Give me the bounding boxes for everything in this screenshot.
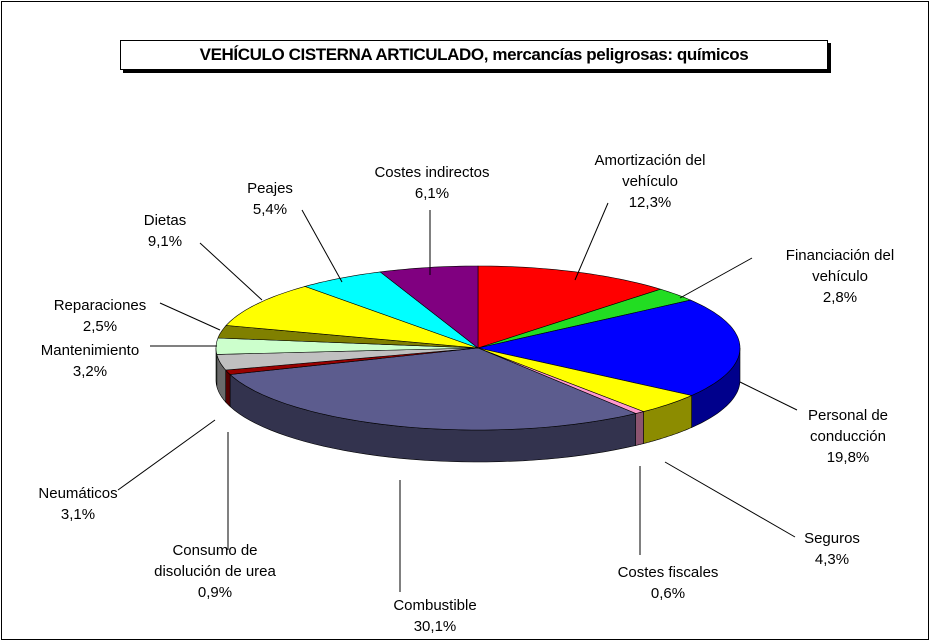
slice (477, 299, 741, 396)
data-label: Financiación del vehículo 2,8% (765, 245, 915, 308)
category-label: Costes fiscales (617, 564, 719, 581)
category-label: Mantenimiento (40, 342, 140, 359)
leader-line (199, 242, 263, 301)
data-label: Consumo de disolución de urea 0,9% (140, 540, 290, 603)
leader-line (117, 419, 216, 491)
value-label: 6,1% (414, 185, 450, 202)
category-label: Financiación del vehículo (785, 247, 895, 285)
leader-line (301, 209, 343, 283)
value-label: 4,3% (814, 551, 850, 568)
slice (379, 265, 479, 349)
data-label: Seguros 4,3% (792, 528, 872, 570)
category-label: Consumo de disolución de urea (154, 542, 276, 580)
category-label: Amortización del vehículo (594, 152, 706, 190)
leader-line (159, 302, 221, 331)
value-label: 30,1% (413, 618, 457, 635)
data-label: Neumáticos 3,1% (23, 483, 133, 525)
chart-title: VEHÍCULO CISTERNA ARTICULADO, mercancías… (120, 40, 828, 70)
category-label: Dietas (143, 212, 187, 229)
leader-line (664, 461, 796, 538)
data-label: Reparaciones 2,5% (40, 295, 160, 337)
slice-side (635, 411, 644, 446)
data-label: Peajes 5,4% (230, 178, 310, 220)
data-label: Amortización del vehículo 12,3% (575, 150, 725, 213)
data-label: Dietas 9,1% (125, 210, 205, 252)
value-label: 2,8% (822, 289, 858, 306)
slice (477, 265, 662, 349)
leader-line (574, 202, 609, 281)
data-label: Costes indirectos 6,1% (347, 162, 517, 204)
category-label: Peajes (247, 180, 293, 197)
slice (229, 347, 637, 431)
value-label: 12,3% (628, 194, 672, 211)
data-label: Personal de conducción 19,8% (793, 405, 903, 468)
value-label: 5,4% (252, 201, 288, 218)
value-label: 3,2% (72, 363, 108, 380)
data-label: Combustible 30,1% (375, 595, 495, 637)
data-label: Costes fiscales 0,6% (603, 562, 733, 604)
slice (216, 347, 479, 371)
slice (477, 347, 693, 412)
value-label: 3,1% (60, 506, 96, 523)
slice (477, 288, 692, 349)
category-label: Neumáticos (38, 485, 118, 502)
leader-line (679, 257, 753, 299)
value-label: 0,9% (197, 584, 233, 601)
category-label: Reparaciones (53, 297, 147, 314)
category-label: Combustible (393, 597, 477, 614)
category-label: Costes indirectos (374, 164, 490, 181)
value-label: 2,5% (82, 318, 118, 335)
value-label: 19,8% (826, 449, 870, 466)
leader-line (739, 381, 798, 411)
slice (303, 271, 479, 349)
value-label: 0,6% (650, 585, 686, 602)
category-label: Personal de conducción (807, 407, 889, 445)
slice-side (225, 369, 231, 408)
slice (225, 286, 479, 349)
data-label: Mantenimiento 3,2% (25, 340, 155, 382)
value-label: 9,1% (147, 233, 183, 250)
category-label: Seguros (804, 530, 860, 547)
